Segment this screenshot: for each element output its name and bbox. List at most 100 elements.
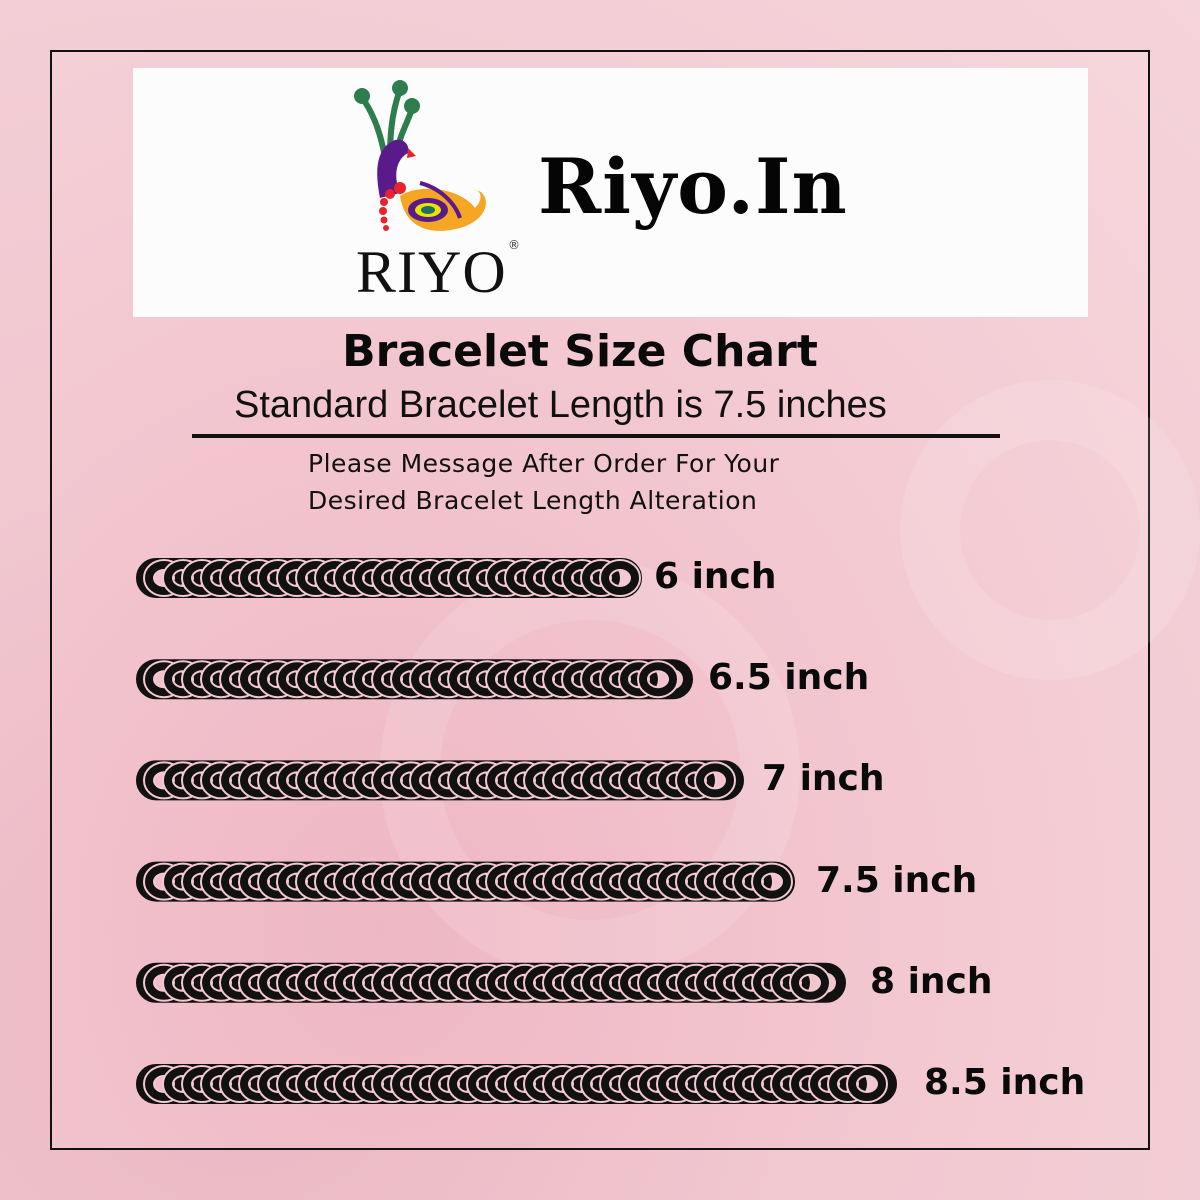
chain-7-inch xyxy=(136,760,744,801)
chain-link xyxy=(544,662,582,697)
chain-link xyxy=(183,662,221,697)
chain-link xyxy=(430,763,468,798)
chain-link xyxy=(335,561,373,595)
chain-link xyxy=(430,864,468,899)
size-label: 6 inch xyxy=(654,556,777,597)
chain-link xyxy=(620,763,658,798)
chain-link xyxy=(468,763,506,798)
chain-link xyxy=(411,1067,449,1101)
size-label: 6.5 inch xyxy=(708,657,870,699)
chain-link xyxy=(145,1067,183,1101)
chain-link xyxy=(335,864,373,899)
chain-link xyxy=(278,1067,316,1101)
chain-link xyxy=(145,662,183,697)
chain-link xyxy=(449,763,487,798)
chain-link xyxy=(544,561,582,595)
chain-link xyxy=(696,965,734,1000)
chain-link xyxy=(658,763,696,798)
chain-link xyxy=(525,1067,563,1101)
chain-link xyxy=(582,763,620,798)
chain-link xyxy=(563,1067,601,1101)
chain-link xyxy=(639,965,677,1000)
chain-link xyxy=(202,1067,240,1101)
chain-link xyxy=(620,864,658,899)
page-subtitle: Standard Bracelet Length is 7.5 inches xyxy=(234,384,887,426)
chain-link xyxy=(430,965,468,1000)
chain-link xyxy=(715,1067,753,1101)
chain-link xyxy=(677,1067,715,1101)
chain-link xyxy=(411,763,449,798)
chain-link xyxy=(525,662,563,697)
chain-link xyxy=(468,561,506,595)
chain-link xyxy=(430,561,468,595)
note-line-1: Please Message After Order For Your xyxy=(308,449,780,478)
chain-link xyxy=(297,864,335,899)
chain-link xyxy=(696,864,734,899)
chain-link xyxy=(772,965,810,1000)
chain-link xyxy=(487,965,525,1000)
chain-link xyxy=(639,662,677,697)
chain-link xyxy=(430,1067,468,1101)
chain-link xyxy=(791,1067,829,1101)
chain-link xyxy=(373,561,411,595)
chain-link xyxy=(468,965,506,1000)
chain-link xyxy=(278,864,316,899)
chain-link xyxy=(468,662,506,697)
chain-link xyxy=(620,965,658,1000)
chain-link xyxy=(525,965,563,1000)
chain-link xyxy=(677,965,715,1000)
chain-link xyxy=(221,561,259,595)
chain-link xyxy=(487,1067,525,1101)
chain-link xyxy=(259,1067,297,1101)
chain-link xyxy=(240,561,278,595)
chain-link xyxy=(392,763,430,798)
chain-link xyxy=(316,864,354,899)
page-title: Bracelet Size Chart xyxy=(342,326,818,377)
chain-link xyxy=(506,1067,544,1101)
chain-link xyxy=(221,965,259,1000)
chain-link xyxy=(582,561,620,595)
chain-link xyxy=(278,662,316,697)
chain-6-5-inch xyxy=(136,659,693,700)
chain-link xyxy=(354,864,392,899)
chain-link xyxy=(582,1067,620,1101)
size-label: 8 inch xyxy=(870,960,993,1002)
chain-link xyxy=(354,561,392,595)
chain-link xyxy=(392,662,430,697)
chain-link xyxy=(392,965,430,1000)
chain-link xyxy=(506,965,544,1000)
chain-link xyxy=(677,763,715,798)
chain-link xyxy=(791,965,829,1000)
chain-6-inch xyxy=(136,558,642,598)
chain-8-inch xyxy=(136,962,846,1003)
chain-link xyxy=(316,763,354,798)
chain-link xyxy=(183,965,221,1000)
chain-link xyxy=(753,965,791,1000)
chain-link xyxy=(563,864,601,899)
chain-link xyxy=(582,965,620,1000)
chain-link xyxy=(506,662,544,697)
chain-link xyxy=(449,1067,487,1101)
chain-link xyxy=(354,763,392,798)
chain-link xyxy=(240,864,278,899)
chain-link xyxy=(430,662,468,697)
divider xyxy=(192,434,1000,438)
chain-link xyxy=(753,1067,791,1101)
chain-link xyxy=(487,763,525,798)
chain-link xyxy=(373,864,411,899)
chain-link xyxy=(259,965,297,1000)
chain-7-5-inch xyxy=(136,861,795,902)
chain-link xyxy=(544,965,582,1000)
chain-link xyxy=(582,864,620,899)
chain-link xyxy=(202,965,240,1000)
chain-link xyxy=(221,1067,259,1101)
chain-link xyxy=(240,1067,278,1101)
chain-link xyxy=(582,662,620,697)
chain-link xyxy=(202,763,240,798)
chain-link xyxy=(715,965,753,1000)
chain-link xyxy=(601,561,639,595)
chain-link xyxy=(411,561,449,595)
chain-link xyxy=(525,763,563,798)
chain-link xyxy=(316,561,354,595)
